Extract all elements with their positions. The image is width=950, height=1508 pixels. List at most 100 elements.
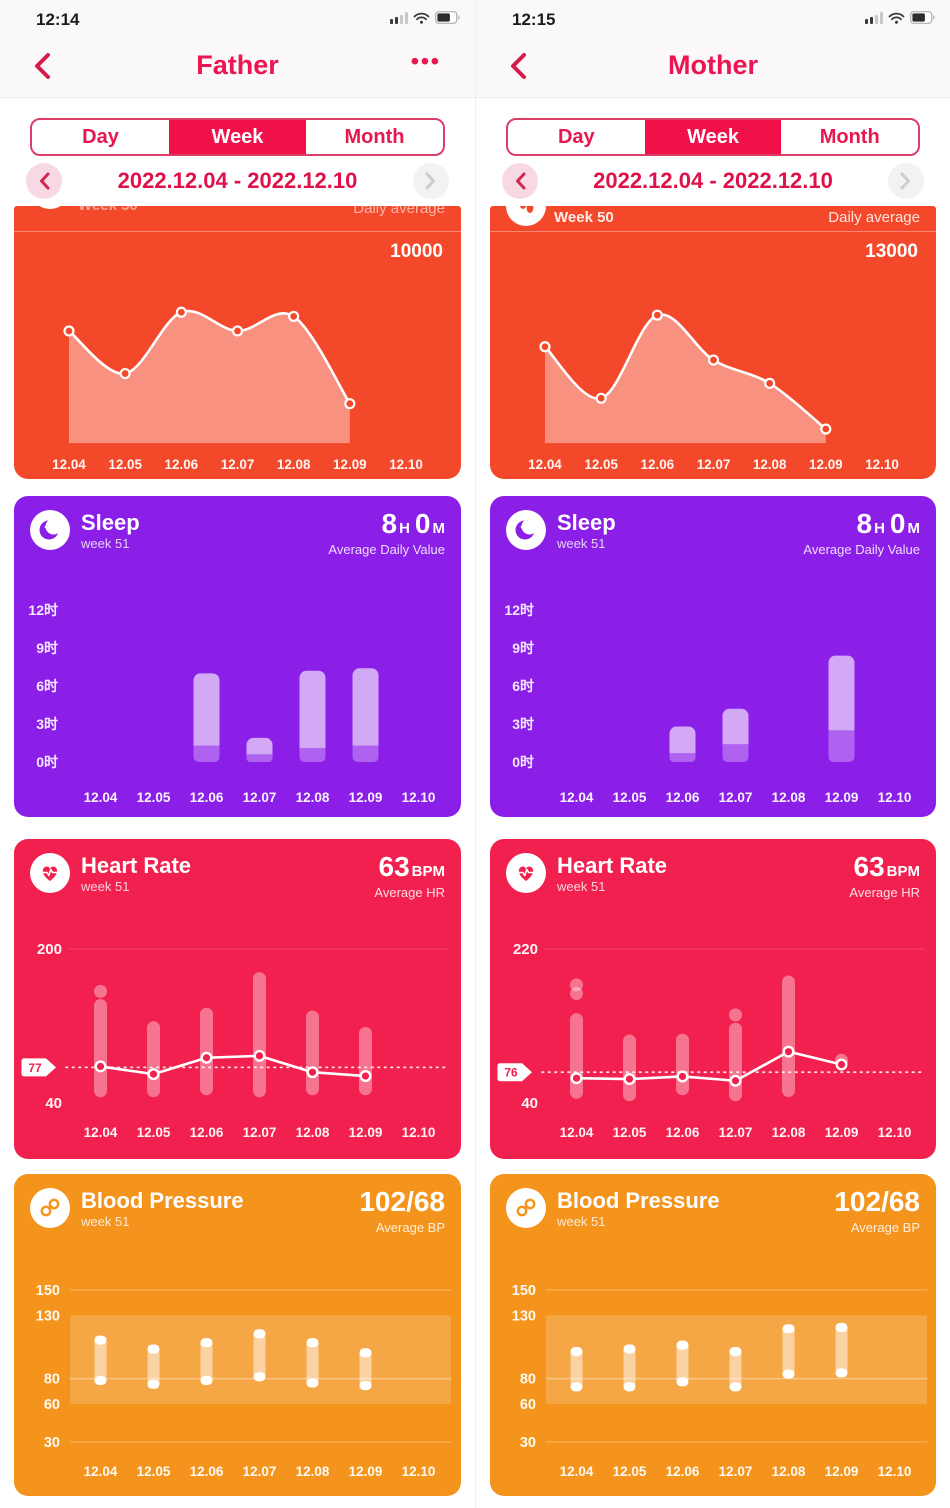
panel-father: 12:14 Father ••• Day Week Month 2022.12.…: [0, 0, 475, 1496]
steps-average-value: 13000: [865, 241, 918, 262]
svg-text:12.05: 12.05: [584, 457, 618, 472]
blood-pressure-average-value: 102/68: [834, 1186, 920, 1217]
blood-pressure-card[interactable]: Blood Pressure week 51 102/68 Average BP…: [490, 1174, 936, 1496]
svg-text:12.04: 12.04: [560, 1464, 594, 1479]
svg-text:0时: 0时: [512, 754, 534, 770]
svg-text:12.07: 12.07: [221, 457, 255, 472]
svg-text:80: 80: [44, 1372, 60, 1388]
svg-text:12时: 12时: [28, 602, 58, 618]
sleep-week-label: week 51: [557, 536, 606, 552]
svg-text:12.10: 12.10: [402, 790, 436, 805]
svg-text:220: 220: [513, 941, 538, 958]
svg-text:12.05: 12.05: [108, 457, 142, 472]
sleep-average-label: Average Daily Value: [328, 542, 445, 557]
svg-text:12.09: 12.09: [825, 1125, 859, 1140]
svg-text:12.09: 12.09: [825, 1464, 859, 1479]
svg-text:12.04: 12.04: [84, 790, 118, 805]
battery-icon: [910, 11, 936, 29]
heart-rate-card[interactable]: Heart Rate week 51 63 BPM Average HR 200 4…: [14, 839, 461, 1159]
svg-text:12.07: 12.07: [243, 1125, 277, 1140]
svg-text:12.10: 12.10: [878, 1125, 912, 1140]
page-title: Mother: [668, 50, 758, 80]
svg-text:12.04: 12.04: [84, 1464, 118, 1479]
date-navigator: 2022.12.04 - 2022.12.10: [0, 156, 475, 206]
wifi-icon: [888, 11, 905, 29]
moon-icon: [506, 510, 546, 550]
tab-day[interactable]: Day: [557, 125, 595, 148]
tab-month[interactable]: Month: [819, 125, 880, 148]
svg-text:40: 40: [521, 1095, 538, 1112]
back-button[interactable]: [510, 52, 526, 85]
blood-pressure-icon: [506, 1188, 546, 1228]
svg-text:12.09: 12.09: [349, 1125, 383, 1140]
steps-average-value: 10000: [390, 241, 443, 262]
heart-rate-average-label: Average HR: [849, 885, 920, 900]
tab-week[interactable]: Week: [169, 120, 306, 154]
blood-pressure-title: Blood Pressure: [557, 1188, 720, 1213]
svg-text:150: 150: [512, 1283, 536, 1299]
steps-icon: [30, 206, 70, 209]
sleep-chart: 0时 3时 6时 9时 12时 12.04 12.05 12.06 12.07 12.08 12.0…: [28, 602, 436, 805]
svg-text:12.05: 12.05: [137, 790, 171, 805]
heart-rate-average-value: 63 BPM: [378, 851, 446, 882]
heart-rate-title: Heart Rate: [557, 853, 668, 878]
sleep-chart: 0时 3时 6时 9时 12时 12.04 12.05 12.06 12.07 12.08 12.0…: [504, 602, 911, 805]
steps-icon: [506, 206, 546, 226]
back-button[interactable]: [34, 52, 50, 85]
date-range-label: 2022.12.04 - 2022.12.10: [117, 168, 358, 193]
blood-pressure-average-label: Average BP: [850, 1220, 920, 1235]
heart-rate-title: Heart Rate: [81, 853, 192, 878]
status-bar: 12:14: [0, 0, 475, 34]
svg-text:12.06: 12.06: [666, 1125, 700, 1140]
steps-card[interactable]: Week 50 Daily average 13000 12.04 12.05 12…: [490, 206, 936, 479]
sleep-title: Sleep: [557, 510, 616, 535]
date-range-label: 2022.12.04 - 2022.12.10: [593, 168, 833, 193]
svg-text:80: 80: [520, 1372, 536, 1388]
svg-text:12.07: 12.07: [243, 790, 277, 805]
heart-rate-card[interactable]: Heart Rate week 51 63 BPM Average HR 220 4…: [490, 839, 936, 1159]
date-navigator: 2022.12.04 - 2022.12.10: [476, 156, 950, 206]
tab-week[interactable]: Week: [644, 120, 782, 154]
steps-week-label: Week 50: [78, 206, 138, 214]
svg-text:12.06: 12.06: [190, 790, 224, 805]
next-week-button[interactable]: [887, 163, 924, 199]
svg-text:30: 30: [520, 1435, 536, 1451]
nav-header: Mother: [476, 34, 950, 98]
steps-card[interactable]: Week 50 Daily average 10000 12.0412.0512…: [14, 206, 461, 479]
svg-text:12.10: 12.10: [865, 457, 899, 472]
blood-pressure-card[interactable]: Blood Pressure week 51 102/68 Average BP…: [14, 1174, 461, 1496]
heart-rate-average-label: Average HR: [374, 885, 445, 900]
svg-text:12.08: 12.08: [753, 457, 787, 472]
svg-text:12.06: 12.06: [641, 457, 675, 472]
heart-rate-chart: 200 40 77 12.04 12.05 12.06 12.07 12.08 12.09 12.…: [21, 941, 450, 1140]
svg-text:12.09: 12.09: [809, 457, 843, 472]
svg-text:60: 60: [44, 1397, 60, 1413]
status-time: 12:15: [512, 10, 556, 29]
period-tabs: Day Week Month: [30, 118, 445, 156]
more-menu-button[interactable]: •••: [410, 48, 441, 74]
svg-text:60: 60: [520, 1397, 536, 1413]
blood-pressure-week-label: week 51: [81, 1214, 130, 1230]
svg-text:12.07: 12.07: [719, 1125, 753, 1140]
heart-rate-week-label: week 51: [557, 879, 606, 895]
svg-text:12.05: 12.05: [613, 790, 647, 805]
svg-text:12.04: 12.04: [560, 1125, 594, 1140]
tab-day[interactable]: Day: [82, 125, 119, 148]
tab-month[interactable]: Month: [344, 125, 405, 148]
svg-text:77: 77: [28, 1061, 42, 1075]
svg-text:40: 40: [45, 1095, 62, 1112]
svg-text:12.10: 12.10: [878, 1464, 912, 1479]
svg-text:12.04: 12.04: [84, 1125, 118, 1140]
prev-week-button[interactable]: [502, 163, 538, 199]
blood-pressure-chart: 150 130 80 60 30 12.04 12.05 12.06 12.07 12.08 12.…: [36, 1283, 451, 1479]
steps-chart: 12.04 12.05 12.06 12.07 12.08 12.09 12.10: [52, 306, 423, 472]
blood-pressure-chart: 150 130 80 60 30 12.04 12.05 12.06 12.07 12.08 12.…: [512, 1283, 927, 1479]
blood-pressure-icon: [30, 1188, 70, 1228]
prev-week-button[interactable]: [26, 163, 62, 199]
next-week-button[interactable]: [412, 163, 449, 199]
steps-average-label: Daily average: [828, 209, 920, 226]
